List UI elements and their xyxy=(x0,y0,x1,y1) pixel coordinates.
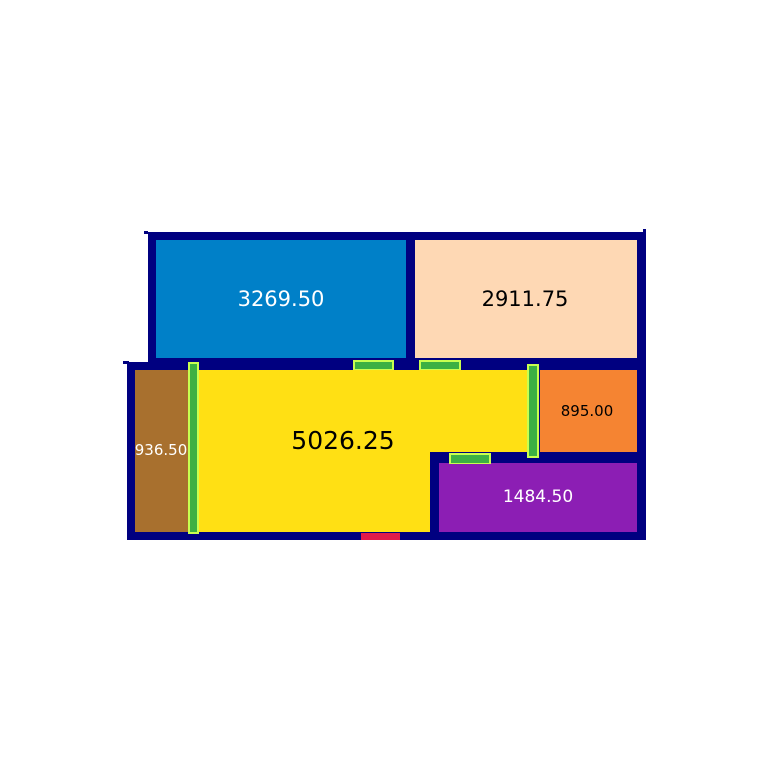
room-labels: 3269.50 2911.75 936.50 5026.25 895.00 14… xyxy=(135,287,614,507)
door-peach-yellow[interactable] xyxy=(421,362,459,369)
door-yellow-orange[interactable] xyxy=(529,366,537,456)
door-brown-yellow[interactable] xyxy=(190,364,197,532)
room-peach[interactable] xyxy=(415,240,637,358)
door-blue-yellow[interactable] xyxy=(355,362,392,369)
wall-tick xyxy=(144,231,148,234)
room-label-brown: 936.50 xyxy=(135,441,188,459)
entrance-door[interactable] xyxy=(361,533,400,540)
room-brown[interactable] xyxy=(135,370,191,532)
rooms xyxy=(135,240,637,532)
room-label-peach: 2911.75 xyxy=(482,287,569,311)
door-yellow-purple[interactable] xyxy=(451,455,489,463)
room-blue[interactable] xyxy=(156,240,406,358)
room-yellow[interactable] xyxy=(198,370,531,532)
room-purple[interactable] xyxy=(439,463,637,532)
room-label-purple: 1484.50 xyxy=(503,487,573,507)
room-label-orange: 895.00 xyxy=(561,402,614,420)
wall-tick xyxy=(643,229,646,233)
wall-tick xyxy=(123,361,129,364)
room-orange[interactable] xyxy=(540,370,637,452)
room-label-blue: 3269.50 xyxy=(238,287,325,311)
room-label-yellow: 5026.25 xyxy=(291,426,394,455)
doors xyxy=(188,360,539,534)
